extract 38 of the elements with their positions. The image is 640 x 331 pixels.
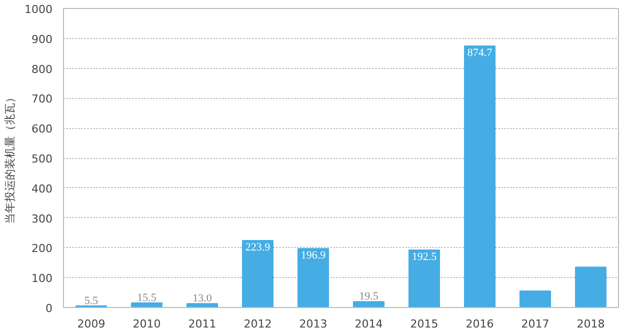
y-tick-label: 700 — [32, 92, 53, 106]
y-tick-label: 200 — [32, 242, 53, 256]
y-tick-label: 1000 — [24, 3, 53, 16]
data-label: 874.7 — [467, 46, 493, 59]
data-label: 5.5 — [84, 294, 99, 307]
bar — [297, 248, 330, 308]
data-label: 19.5 — [359, 290, 379, 303]
x-tick-label: 2017 — [521, 318, 550, 330]
y-tick-label: 600 — [32, 122, 53, 136]
y-axis-title: 当年投运的装机量（兆瓦） — [4, 92, 17, 224]
y-tick-label: 100 — [32, 272, 53, 286]
x-tick-label: 2010 — [132, 318, 161, 330]
bar — [464, 45, 496, 308]
y-tick-label: 900 — [32, 32, 53, 46]
x-tick-label: 2009 — [77, 318, 106, 330]
bar — [574, 266, 607, 308]
x-tick-label: 2018 — [576, 318, 605, 330]
x-tick-label: 2012 — [244, 318, 272, 330]
data-label: 192.5 — [412, 250, 438, 263]
x-tick-label: 2013 — [299, 318, 328, 330]
y-tick-label: 800 — [32, 62, 53, 76]
bar — [186, 303, 218, 308]
y-tick-label: 400 — [32, 182, 53, 196]
x-tick-label: 2016 — [466, 318, 494, 330]
data-label: 13.0 — [192, 292, 212, 305]
y-tick-label: 0 — [46, 302, 52, 315]
y-tick-label: 300 — [32, 212, 53, 226]
bar — [242, 240, 274, 308]
y-tick-label: 500 — [32, 152, 53, 166]
data-label: 223.9 — [245, 242, 271, 254]
bar — [519, 290, 552, 308]
data-label: 196.9 — [300, 250, 326, 262]
bar — [408, 249, 440, 308]
x-tick-label: 2015 — [410, 318, 438, 330]
bar — [352, 301, 385, 308]
x-tick-label: 2014 — [354, 318, 383, 330]
x-tick-label: 2011 — [188, 318, 216, 330]
data-label: 15.5 — [137, 292, 157, 304]
